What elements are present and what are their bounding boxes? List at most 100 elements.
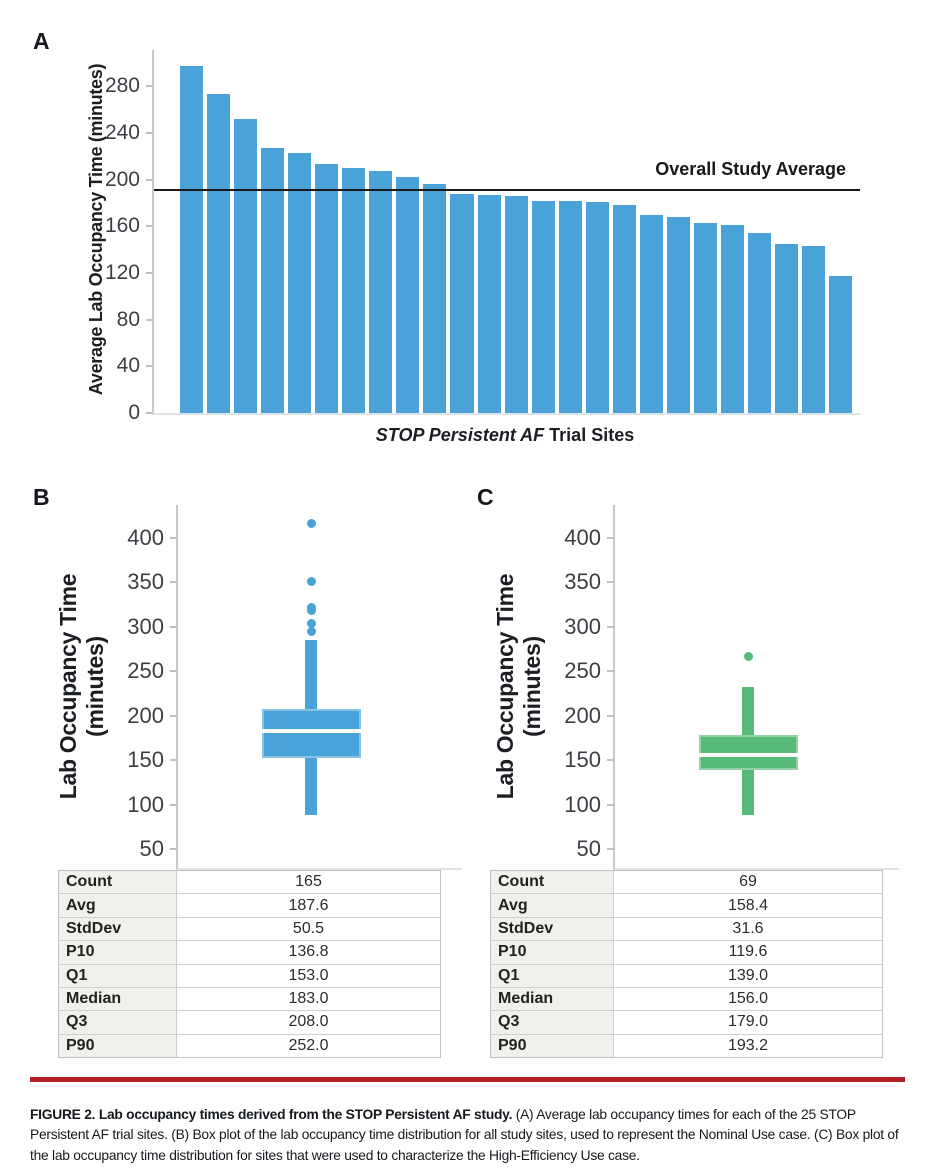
site-bar [369, 171, 393, 413]
y-tick-label: 80 [116, 307, 140, 331]
panel-b-y-ticks: 400 350 300 250 200 150 100 50 [90, 505, 176, 868]
y-tick-label: 0 [128, 401, 140, 424]
site-bar [450, 193, 474, 413]
overall-average-label: Overall Study Average [655, 158, 846, 179]
site-bar [261, 148, 285, 413]
y-tick-label: 50 [139, 836, 164, 862]
stat-value: 187.6 [288, 896, 329, 914]
y-tick-label: 50 [576, 836, 601, 862]
panel-a-x-axis-label: STOP Persistent AF Trial Sites [152, 425, 858, 446]
site-bar [207, 94, 231, 413]
y-tick-mark [170, 848, 176, 851]
site-bar [639, 214, 663, 413]
table-row: Q1 139.0 [491, 964, 882, 988]
y-tick-label: 250 [564, 658, 601, 684]
outlier-dot [306, 626, 316, 636]
stat-label: P10 [491, 941, 614, 964]
site-bar [802, 246, 826, 413]
y-tick-label: 400 [564, 524, 601, 550]
site-bar [666, 216, 690, 413]
y-tick-label: 240 [104, 120, 140, 144]
site-bar [396, 177, 420, 413]
table-row: Q3 179.0 [491, 1011, 882, 1035]
table-row: P10 119.6 [491, 941, 882, 965]
y-tick-label: 100 [564, 791, 601, 817]
figure-caption: FIGURE 2. Lab occupancy times derived fr… [30, 1105, 907, 1167]
stat-label: Q1 [491, 964, 614, 987]
y-tick-label: 200 [564, 702, 601, 728]
y-tick-mark [607, 670, 613, 673]
y-tick-label: 400 [127, 524, 164, 550]
stat-value: 165 [295, 873, 322, 891]
site-bar [288, 152, 312, 413]
y-tick-mark [170, 803, 176, 806]
site-bar [477, 194, 501, 413]
panel-a-letter: A [33, 28, 50, 54]
site-bar [504, 195, 528, 413]
y-tick-label: 150 [127, 747, 164, 773]
table-row: Median 156.0 [491, 987, 882, 1012]
stat-value: 252.0 [288, 1036, 329, 1054]
y-tick-label: 300 [564, 613, 601, 639]
y-tick-mark [607, 714, 613, 717]
y-tick-label: 160 [104, 214, 140, 238]
y-tick-mark [170, 714, 176, 717]
stat-label: Q3 [59, 1011, 177, 1034]
stat-value: 31.6 [732, 919, 764, 937]
y-tick-label: 150 [564, 747, 601, 773]
table-row: P90 193.2 [491, 1034, 882, 1057]
panel-b-letter: B [33, 484, 50, 510]
stat-label: Median [491, 987, 614, 1011]
outlier-dot [306, 519, 316, 529]
caption-divider-rule [30, 1077, 905, 1082]
y-tick-mark [146, 178, 152, 181]
stat-value: 139.0 [727, 966, 769, 984]
stat-value: 183.0 [288, 990, 329, 1008]
stat-value: 136.8 [288, 943, 329, 961]
table-row: Avg 187.6 [59, 894, 440, 918]
panel-c-stats-table: Count 69 Avg 158.4 StdDev 31.6 P10 119.6 Q1 139.0… [490, 870, 883, 1058]
stat-label: P10 [59, 941, 177, 964]
y-tick-mark [146, 412, 152, 414]
stat-label: Avg [59, 894, 177, 917]
site-bar [693, 222, 717, 413]
y-tick-mark [607, 536, 613, 539]
site-bar [747, 233, 772, 413]
y-tick-mark [146, 365, 152, 368]
x-axis-label-plain-part: Trial Sites [549, 425, 635, 445]
boxplot-median-line [698, 753, 798, 757]
y-tick-label: 350 [127, 569, 164, 595]
boxplot-median-line [261, 728, 361, 733]
stat-value: 153.0 [288, 966, 329, 984]
stat-label: StdDev [59, 917, 177, 941]
y-tick-mark [607, 848, 613, 851]
y-tick-label: 350 [564, 569, 601, 595]
stat-label: StdDev [491, 917, 614, 941]
y-tick-mark [607, 759, 613, 762]
table-row: Median 183.0 [59, 987, 440, 1012]
y-tick-mark [607, 625, 613, 628]
stat-value: 179.0 [727, 1013, 769, 1031]
y-tick-mark [170, 759, 176, 762]
site-bar [234, 118, 258, 413]
site-bar [612, 205, 636, 413]
caption-figure-number: FIGURE 2. [30, 1106, 96, 1122]
y-tick-mark [146, 271, 152, 274]
table-row: StdDev 50.5 [59, 917, 440, 942]
site-bar [315, 164, 339, 413]
stat-label: P90 [59, 1034, 177, 1057]
boxplot-box [698, 734, 798, 771]
y-tick-label: 200 [104, 167, 140, 191]
y-tick-mark [170, 670, 176, 673]
site-bar [585, 201, 609, 413]
y-tick-mark [146, 85, 152, 88]
table-row: P10 136.8 [59, 941, 440, 965]
table-row: P90 252.0 [59, 1034, 440, 1057]
stat-value: 50.5 [292, 919, 325, 937]
outlier-dot [306, 602, 316, 612]
y-tick-label: 300 [127, 613, 164, 639]
boxplot-box [261, 708, 361, 758]
y-tick-mark [607, 803, 613, 806]
table-row: Q1 153.0 [59, 964, 440, 988]
